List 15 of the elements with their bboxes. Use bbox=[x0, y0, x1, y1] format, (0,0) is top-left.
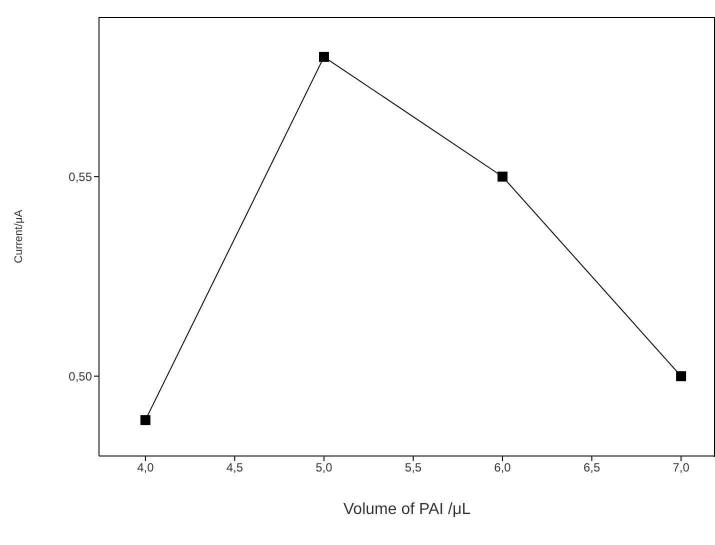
y-tick-label: 0,50 bbox=[68, 369, 92, 384]
x-axis-title: Volume of PAI /μL bbox=[343, 501, 471, 518]
x-tick-label: 5,5 bbox=[404, 460, 422, 475]
x-tick-label: 7,0 bbox=[672, 460, 690, 475]
y-tick-label: 0,55 bbox=[68, 170, 92, 184]
x-tick-label: 6,0 bbox=[494, 460, 512, 475]
point bbox=[318, 52, 329, 62]
x-tick-label: 4,0 bbox=[137, 460, 154, 475]
point bbox=[140, 415, 150, 426]
y-axis-title: Current/μA bbox=[12, 209, 25, 264]
x-tick-label: 4,5 bbox=[226, 460, 244, 475]
point bbox=[676, 371, 686, 382]
point bbox=[498, 172, 508, 182]
x-tick-label: 6,5 bbox=[583, 460, 600, 475]
x-tick-label: 5,0 bbox=[316, 460, 333, 475]
